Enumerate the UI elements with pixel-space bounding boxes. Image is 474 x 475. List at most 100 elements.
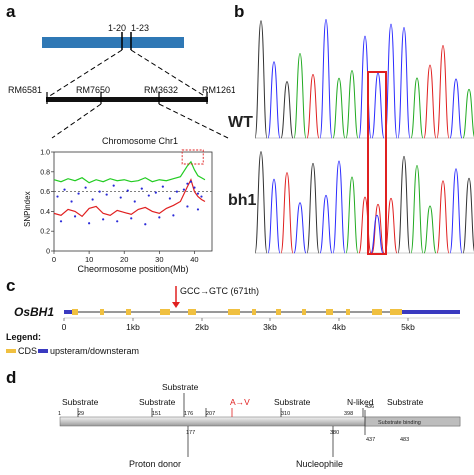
snp-point	[161, 185, 164, 188]
scale-label: 3kb	[263, 322, 277, 332]
snp-point	[119, 196, 122, 199]
snp-point	[200, 195, 203, 198]
x-tick-label: 20	[120, 255, 128, 264]
chromatogram-peak	[293, 52, 307, 139]
chromatogram-peak	[319, 19, 333, 139]
marker-rm3632: RM3632	[144, 85, 178, 95]
chromatogram-peak	[397, 26, 411, 139]
snp-point	[84, 186, 87, 189]
cds-exon	[228, 309, 240, 315]
cds-exon	[188, 309, 196, 315]
cds-exon	[100, 309, 104, 315]
pos-1: 1	[58, 411, 61, 417]
domain-label-substrate-2: Substrate	[139, 397, 176, 407]
snp-index-chart: Chromosome Chr1 0 10 20 30 40 0 0.2 0.4 0.6 0.8 1.…	[23, 136, 213, 274]
label-proton-donor: Proton donor	[129, 459, 181, 469]
chromatogram-peak	[345, 70, 359, 139]
label-nucleophile: Nucleophile	[296, 459, 343, 469]
y-axis-label: SNPindex	[23, 191, 32, 227]
chromatogram-peak	[423, 205, 437, 254]
snp-point	[56, 195, 59, 198]
chromatogram-peak	[358, 196, 372, 254]
snp-point	[193, 186, 196, 189]
chromatogram-peak	[267, 61, 281, 139]
cds-exon	[126, 309, 131, 315]
y-tick-label: 1.0	[40, 150, 50, 157]
chromatogram-peak	[358, 35, 372, 139]
chromatogram-peak	[449, 78, 463, 139]
snp-series-line-1	[53, 178, 206, 218]
chromatogram-peak	[410, 165, 424, 254]
chromatogram-peak	[332, 160, 346, 254]
snp-point	[116, 220, 119, 223]
chromatogram-peak	[306, 73, 320, 139]
pos-310: 310	[281, 411, 290, 417]
pos-207: 207	[206, 411, 215, 417]
scale-label: 2kb	[195, 322, 209, 332]
chromatogram-peak	[267, 178, 281, 254]
marker-rm6581: RM6581	[8, 85, 42, 95]
snp-point	[172, 214, 175, 217]
snp-point	[70, 200, 73, 203]
pos-436: 436	[365, 404, 374, 410]
snp-point	[196, 208, 200, 211]
x-tick-label: 10	[85, 255, 93, 264]
snp-point	[144, 223, 147, 226]
domain-label-substrate-3: Substrate	[162, 382, 199, 392]
snp-point	[147, 194, 150, 197]
chromatogram-peak	[397, 155, 411, 254]
fine-map-bar	[46, 97, 208, 102]
snp-point	[88, 222, 91, 225]
cds-exon	[390, 309, 402, 315]
snp-point	[63, 188, 66, 191]
snp-point	[186, 182, 189, 185]
snp-point	[59, 220, 63, 223]
snp-point	[126, 189, 129, 192]
cds-exon	[326, 309, 333, 315]
snp-point	[105, 193, 108, 196]
scale-label: 1kb	[126, 322, 140, 332]
chromatogram-peak	[436, 44, 450, 139]
cds-exon	[252, 309, 256, 315]
domain-label-substrate-4: Substrate	[274, 397, 311, 407]
panel-letter-c: c	[6, 276, 16, 295]
chromatogram-peak	[462, 177, 474, 254]
cds-exon	[346, 309, 350, 315]
domain-label-substrate-5: Substrate	[387, 397, 424, 407]
y-tick-label: 0.2	[40, 229, 50, 236]
snp-series-line-0	[53, 160, 206, 184]
y-tick-label: 0.4	[40, 209, 50, 216]
chromatogram-peak	[319, 194, 333, 254]
x-tick-label: 30	[155, 255, 163, 264]
chromatogram-peak	[449, 168, 463, 254]
panel-letter-b: b	[234, 2, 245, 21]
chromatogram-peak	[371, 72, 385, 139]
y-tick-label: 0.8	[40, 169, 50, 176]
plot-frame	[53, 151, 213, 252]
chromatogram-wt	[255, 19, 474, 139]
chromatogram-peak	[462, 88, 474, 139]
panel-d-protein: Substrate binding Substrate Substrate Su…	[58, 382, 461, 469]
cds-exon	[160, 309, 170, 315]
peak-highlight-box	[181, 149, 204, 165]
panel-c-gene-structure: GCC→GTC (671th) OsBH1 0 1kb 2kb 3kb 4kb 5kb L…	[6, 286, 460, 356]
domain-label-substrate-1: Substrate	[62, 397, 99, 407]
chromatogram-peak	[371, 203, 385, 254]
chromatogram-peak	[255, 20, 268, 139]
domain-label-n-liked: N-liked	[347, 397, 374, 407]
chromatogram-peak	[280, 172, 294, 254]
chromatogram-peak	[384, 23, 398, 139]
chromatogram-peak	[280, 81, 294, 139]
chromatogram-peak	[370, 214, 384, 254]
snp-point	[186, 205, 189, 208]
chromatogram-peak	[423, 64, 437, 139]
chromatogram-peak	[410, 77, 424, 139]
chromosome-bar	[42, 37, 184, 48]
row-label-bh1: bh1	[228, 192, 257, 209]
marker-label-1-20: 1-20	[108, 23, 126, 33]
legend-cds-label: CDS	[18, 346, 37, 356]
substrate-binding-label: Substrate binding	[378, 420, 421, 426]
chromatogram-bh1	[255, 151, 474, 254]
legend-utr-label: upsteram/downsteram	[50, 346, 139, 356]
legend-utr-swatch	[38, 349, 48, 353]
